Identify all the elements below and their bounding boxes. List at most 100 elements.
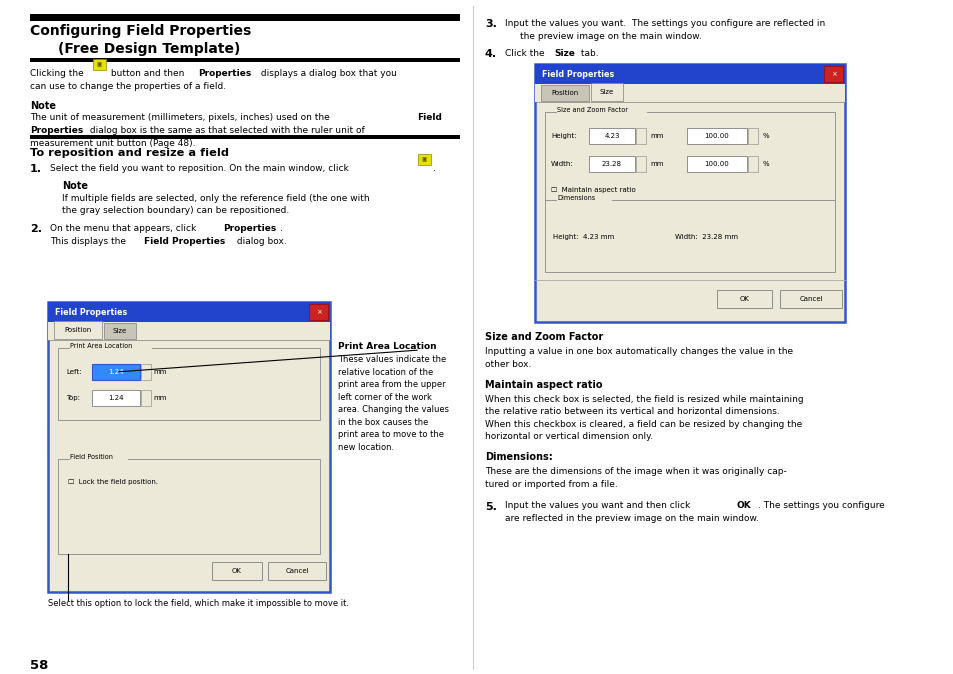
Bar <box>747 128 758 144</box>
Bar <box>535 64 844 322</box>
Bar <box>686 128 746 144</box>
Bar <box>92 59 106 70</box>
Text: Print Area Location: Print Area Location <box>70 343 132 349</box>
Text: the gray selection boundary) can be repositioned.: the gray selection boundary) can be repo… <box>62 206 289 215</box>
Text: The unit of measurement (millimeters, pixels, inches) used on the: The unit of measurement (millimeters, pi… <box>30 113 333 123</box>
Text: .: . <box>433 164 436 173</box>
Bar <box>91 364 140 380</box>
Text: mm: mm <box>152 369 167 375</box>
Text: mm: mm <box>649 161 662 167</box>
Text: Configuring Field Properties: Configuring Field Properties <box>30 24 251 38</box>
Text: area. Changing the values: area. Changing the values <box>337 405 449 414</box>
Text: %: % <box>762 133 769 139</box>
Text: These values indicate the: These values indicate the <box>337 355 446 364</box>
Text: 1.24: 1.24 <box>108 395 124 401</box>
Text: ☐  Maintain aspect ratio: ☐ Maintain aspect ratio <box>551 187 635 193</box>
Text: ▣: ▣ <box>421 157 427 162</box>
Text: Size and Zoom Factor: Size and Zoom Factor <box>484 332 602 342</box>
Text: 4.23: 4.23 <box>603 133 619 139</box>
Text: new location.: new location. <box>337 443 394 452</box>
Text: Size: Size <box>599 89 614 95</box>
Text: Size and Zoom Factor: Size and Zoom Factor <box>557 107 627 113</box>
Bar <box>636 128 645 144</box>
Text: 1.: 1. <box>30 164 42 174</box>
Text: 5.: 5. <box>484 501 497 512</box>
Text: Height:  4.23 mm: Height: 4.23 mm <box>553 234 614 240</box>
Text: Position: Position <box>551 90 578 96</box>
Text: Size: Size <box>554 49 575 57</box>
Text: Select the field you want to reposition. On the main window, click: Select the field you want to reposition.… <box>50 164 352 173</box>
Bar <box>823 66 842 82</box>
Bar <box>544 112 834 202</box>
Bar <box>54 321 102 339</box>
Bar <box>309 304 328 320</box>
Bar <box>58 348 319 420</box>
Text: This displays the: This displays the <box>50 237 129 245</box>
Text: Properties: Properties <box>223 224 276 233</box>
Text: Field Properties: Field Properties <box>144 237 225 245</box>
Text: tured or imported from a file.: tured or imported from a file. <box>484 479 618 489</box>
Text: relative location of the: relative location of the <box>337 367 433 377</box>
Text: Width:  23.28 mm: Width: 23.28 mm <box>675 234 738 240</box>
Text: (Free Design Template): (Free Design Template) <box>58 42 240 56</box>
Text: horizontal or vertical dimension only.: horizontal or vertical dimension only. <box>484 432 653 441</box>
Bar <box>544 200 834 272</box>
Text: mm: mm <box>649 133 662 139</box>
Text: 100.00: 100.00 <box>704 133 729 139</box>
Bar <box>30 14 459 21</box>
Bar <box>588 156 635 172</box>
Bar <box>141 390 151 406</box>
Text: Size: Size <box>112 328 127 334</box>
Text: Cancel: Cancel <box>799 296 821 302</box>
Text: Dimensions: Dimensions <box>557 195 595 201</box>
Text: dialog box is the same as that selected with the ruler unit of: dialog box is the same as that selected … <box>87 126 364 135</box>
Text: dialog box.: dialog box. <box>233 237 287 245</box>
Text: These are the dimensions of the image when it was originally cap-: These are the dimensions of the image wh… <box>484 467 786 476</box>
Text: in the box causes the: in the box causes the <box>337 417 428 427</box>
Bar <box>58 459 319 554</box>
Bar <box>535 84 844 102</box>
Bar <box>48 322 330 340</box>
Bar <box>30 135 459 139</box>
Text: OK: OK <box>739 296 749 302</box>
Bar <box>747 156 758 172</box>
Text: Maintain aspect ratio: Maintain aspect ratio <box>484 379 602 390</box>
Text: can use to change the properties of a field.: can use to change the properties of a fi… <box>30 82 226 90</box>
Text: OK: OK <box>737 501 751 510</box>
Text: Field: Field <box>416 113 441 123</box>
Text: If multiple fields are selected, only the reference field (the one with: If multiple fields are selected, only th… <box>62 193 369 202</box>
Text: other box.: other box. <box>484 359 531 369</box>
Text: mm: mm <box>152 395 167 401</box>
Text: To reposition and resize a field: To reposition and resize a field <box>30 148 229 158</box>
Bar <box>48 302 330 592</box>
Text: Select this option to lock the field, which make it impossible to move it.: Select this option to lock the field, wh… <box>48 599 349 608</box>
Text: tab.: tab. <box>578 49 598 57</box>
Bar <box>212 562 262 580</box>
Text: 100.00: 100.00 <box>704 161 729 167</box>
Bar <box>588 128 635 144</box>
Text: ☐  Lock the field position.: ☐ Lock the field position. <box>68 479 158 485</box>
Bar <box>636 156 645 172</box>
Text: Click the: Click the <box>504 49 547 57</box>
Bar <box>48 302 330 322</box>
Text: 23.28: 23.28 <box>601 161 621 167</box>
Text: Input the values you want.  The settings you configure are reflected in: Input the values you want. The settings … <box>504 19 824 28</box>
Text: On the menu that appears, click: On the menu that appears, click <box>50 224 199 233</box>
Bar <box>91 390 140 406</box>
Text: print area from the upper: print area from the upper <box>337 380 445 389</box>
Text: . The settings you configure: . The settings you configure <box>758 501 883 510</box>
Bar <box>686 156 746 172</box>
Text: Inputting a value in one box automatically changes the value in the: Inputting a value in one box automatical… <box>484 347 792 356</box>
Bar <box>590 83 622 101</box>
Text: 1.24: 1.24 <box>108 369 124 375</box>
Bar <box>30 58 459 62</box>
Text: Top:: Top: <box>66 395 80 401</box>
Text: Left:: Left: <box>66 369 81 375</box>
Bar <box>141 364 151 380</box>
Bar <box>557 108 646 116</box>
Text: left corner of the work: left corner of the work <box>337 392 432 402</box>
Text: 2.: 2. <box>30 224 42 234</box>
Text: Properties: Properties <box>198 69 251 78</box>
Bar <box>417 154 431 165</box>
Text: Input the values you want and then click: Input the values you want and then click <box>504 501 693 510</box>
